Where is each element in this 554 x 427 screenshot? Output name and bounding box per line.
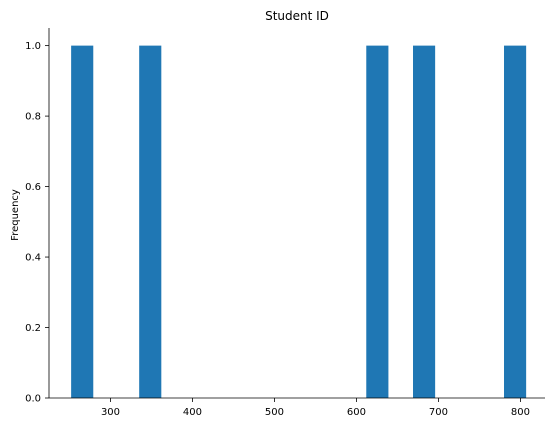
- y-axis-ticks: 0.0 0.2 0.4 0.6 0.8 1.0: [25, 41, 49, 405]
- x-tick-label: 300: [101, 407, 120, 418]
- bars-group: [71, 45, 527, 398]
- y-tick-label: 0.4: [25, 253, 41, 264]
- histogram-bar-5: [504, 45, 527, 398]
- x-tick-label: 700: [429, 407, 448, 418]
- histogram-bar-1: [71, 45, 94, 398]
- x-tick-label: 500: [265, 407, 284, 418]
- chart-title: Student ID: [265, 9, 329, 23]
- histogram-bar-3: [366, 45, 389, 398]
- histogram-bar-4: [413, 45, 436, 398]
- x-tick-label: 600: [347, 407, 366, 418]
- histogram-bar-2: [139, 45, 162, 398]
- y-tick-label: 1.0: [25, 41, 41, 52]
- y-tick-label: 0.8: [25, 112, 41, 123]
- x-tick-label: 400: [183, 407, 202, 418]
- y-tick-label: 0.6: [25, 182, 41, 193]
- y-tick-label: 0.2: [25, 323, 41, 334]
- x-tick-label: 800: [511, 407, 530, 418]
- y-axis-label: Frequency: [10, 189, 21, 241]
- x-axis-ticks: 300 400 500 600 700 800: [101, 398, 530, 418]
- y-tick-label: 0.0: [25, 394, 41, 405]
